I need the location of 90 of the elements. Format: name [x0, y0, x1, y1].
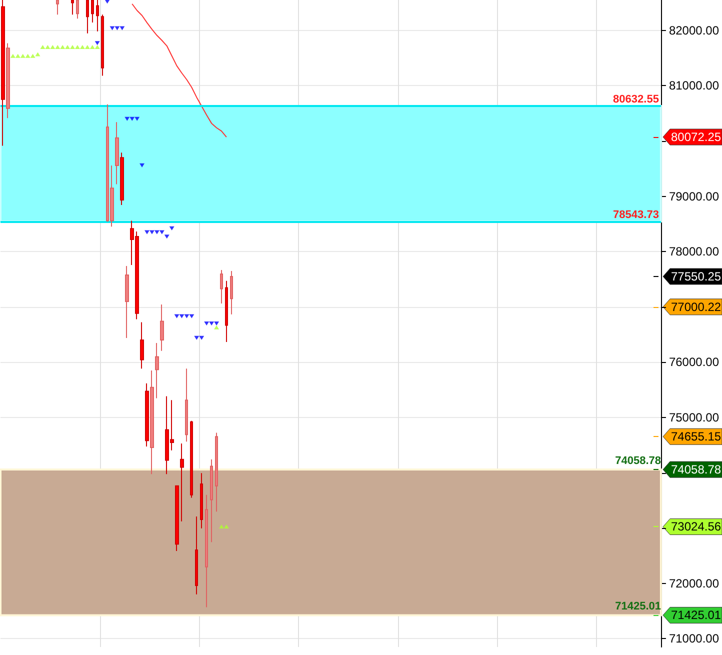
y-tick-label: 81000.00: [668, 78, 720, 93]
point: [94, 45, 100, 50]
ref-line-label: 74058.78: [671, 462, 722, 477]
point: [184, 314, 190, 318]
point: [70, 45, 76, 50]
y-tick-label: 76000.00: [668, 355, 720, 370]
point: [218, 524, 224, 528]
ref-line-label: 71425.01: [671, 608, 722, 622]
point: [84, 45, 90, 50]
y-tick-label: 75000.00: [668, 410, 720, 425]
candlestick: [150, 370, 154, 475]
point: [110, 26, 115, 30]
ref-line-label: 78543.73: [613, 209, 659, 222]
point: [134, 116, 140, 121]
candlestick: [185, 368, 188, 442]
candlestick: [56, 0, 59, 16]
point: [45, 45, 50, 50]
point: [199, 336, 204, 340]
point: [104, 0, 110, 4]
ref-line-label: 74655.15: [671, 430, 722, 444]
point: [179, 314, 184, 318]
point: [214, 325, 220, 330]
point: [130, 116, 135, 121]
point: [114, 26, 120, 30]
point: [20, 54, 26, 58]
point: [80, 45, 85, 50]
candlestick: [220, 270, 223, 304]
candlestick: [205, 494, 208, 608]
point: [25, 54, 30, 58]
point: [65, 45, 70, 50]
candlestick: [120, 152, 124, 206]
y-tick-label: 72000.00: [668, 576, 720, 590]
candlestick: [180, 443, 184, 522]
candlestick: [115, 122, 119, 185]
point: [10, 54, 16, 58]
candlestick: [230, 270, 233, 315]
candlestick: [91, 0, 94, 24]
candlestick: [200, 472, 203, 529]
point: [164, 234, 170, 239]
annotation: 71425.01: [615, 600, 661, 613]
candlestick: [1, 0, 5, 146]
point: [169, 226, 174, 230]
annotation: 74058.78: [615, 455, 661, 468]
point: [74, 45, 80, 50]
candlestick: [190, 420, 193, 498]
candlestick: [86, 0, 89, 34]
ref-line-label: 80632.55: [613, 94, 659, 106]
candlestick: [155, 342, 159, 399]
y-tick-label: 71000.00: [668, 632, 720, 646]
candlestick: [6, 42, 10, 119]
candlestick: [140, 322, 144, 370]
candlestick: [215, 432, 218, 512]
point: [15, 54, 20, 58]
candlestick: [125, 266, 129, 339]
point: [55, 45, 60, 50]
candlestick: [195, 516, 198, 595]
point: [174, 314, 180, 318]
candlestick: [145, 382, 149, 447]
y-tick-label: 79000.00: [668, 189, 720, 204]
point: [50, 45, 56, 50]
ref-line-label: 77550.25: [671, 269, 722, 284]
candlestick: [160, 304, 164, 352]
y-tick-label: 78000.00: [668, 244, 720, 259]
point: [214, 322, 220, 326]
point: [40, 45, 46, 50]
point: [224, 524, 229, 528]
point: [120, 26, 125, 30]
point: [124, 116, 130, 121]
y-tick-label: 82000.00: [668, 23, 720, 38]
candlestick: [96, 0, 99, 32]
candlestick: [175, 485, 179, 552]
candlestick: [225, 280, 228, 342]
point: [90, 45, 95, 50]
point: [194, 336, 200, 340]
candlestick: [71, 0, 74, 16]
point: [209, 322, 214, 326]
candlestick: [210, 458, 213, 543]
ref-line-label: 77000.22: [671, 300, 722, 314]
point: [94, 41, 100, 46]
line-series: [132, 3, 227, 138]
candlestick: [101, 14, 104, 76]
point: [204, 322, 210, 326]
point: [35, 52, 40, 56]
candlestick: [76, 0, 79, 20]
point: [140, 163, 145, 168]
point: [30, 54, 36, 58]
ref-line-label: 73024.56: [671, 520, 722, 534]
point: [60, 45, 66, 50]
ref-line-label: 80072.25: [671, 130, 722, 144]
point: [189, 314, 194, 318]
